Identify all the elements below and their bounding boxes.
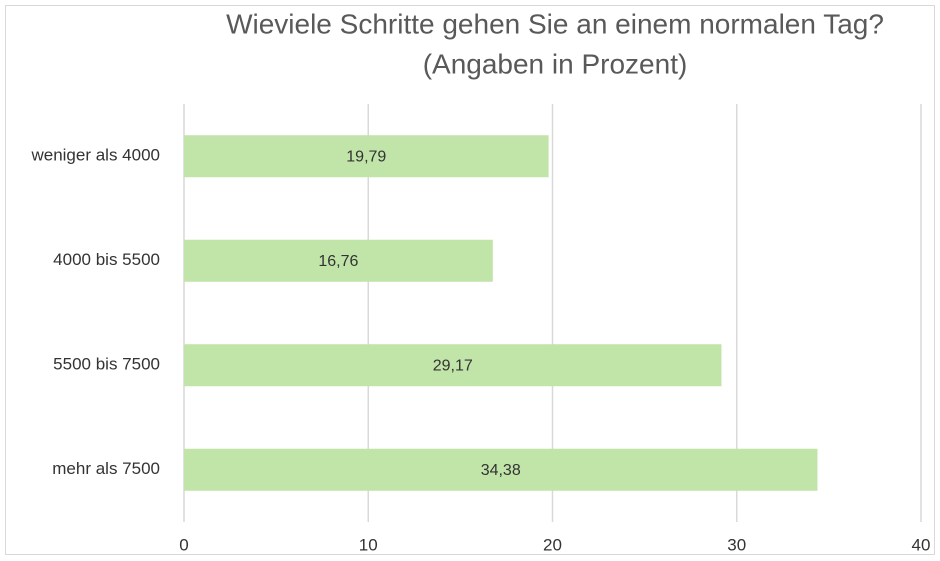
x-tick-label: 40 xyxy=(912,535,931,554)
y-tick-label: 5500 bis 7500 xyxy=(53,355,160,374)
x-tick-label: 0 xyxy=(179,535,188,554)
y-tick-label: weniger als 4000 xyxy=(30,146,160,165)
bar xyxy=(184,448,818,491)
x-tick-label: 20 xyxy=(543,535,562,554)
x-tick-label: 30 xyxy=(727,535,746,554)
value-label: 29,17 xyxy=(433,357,473,374)
chart-title: Wieviele Schritte gehen Sie an einem nor… xyxy=(226,8,884,39)
x-tick-label: 10 xyxy=(359,535,378,554)
bar xyxy=(184,135,549,178)
value-label: 19,79 xyxy=(346,148,386,165)
bar xyxy=(184,344,722,387)
y-tick-label: mehr als 7500 xyxy=(52,459,160,478)
y-tick-label: 4000 bis 5500 xyxy=(53,250,160,269)
value-label: 16,76 xyxy=(318,253,358,270)
value-label: 34,38 xyxy=(481,462,521,479)
chart-subtitle: (Angaben in Prozent) xyxy=(423,48,688,79)
bar xyxy=(184,239,493,282)
